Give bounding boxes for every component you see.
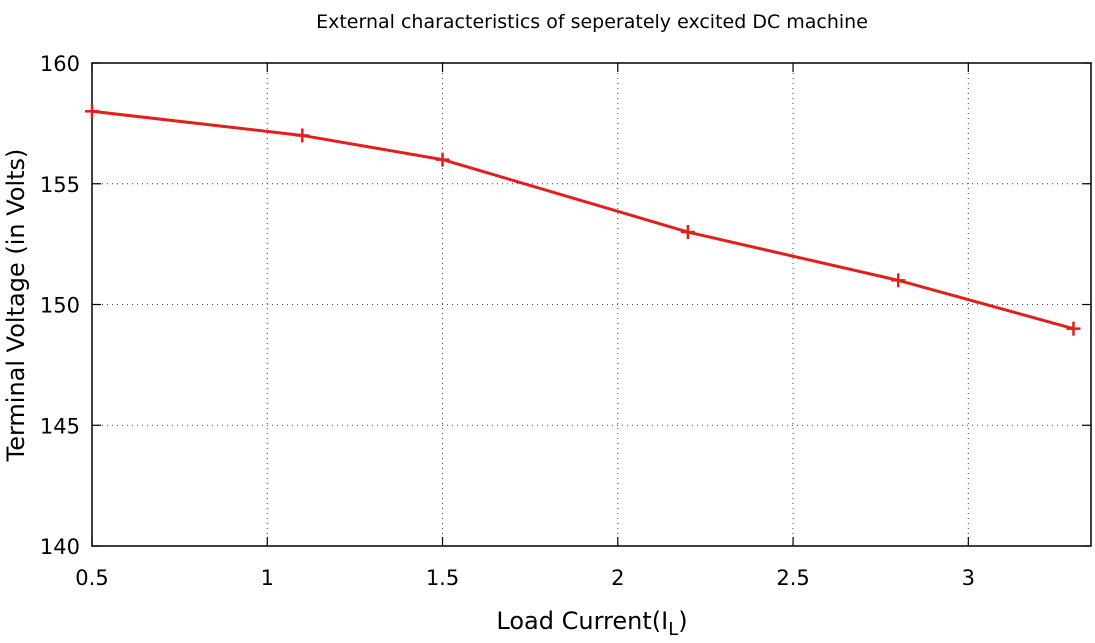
series-layer bbox=[85, 104, 1081, 336]
plot-frame bbox=[91, 62, 1092, 547]
x-tick-labels: 0.5 1 1.5 2 2.5 3 bbox=[75, 566, 975, 590]
y-tick-label: 145 bbox=[40, 414, 80, 438]
x-axis-label-main: Load Current(I bbox=[496, 607, 668, 635]
x-tick-label: 1 bbox=[261, 566, 274, 590]
x-axis-label: Load Current(IL) bbox=[496, 607, 687, 640]
tick-marks bbox=[91, 62, 1091, 547]
y-axis-label: Terminal Voltage (in Volts) bbox=[2, 149, 30, 463]
y-tick-label: 155 bbox=[40, 173, 80, 197]
y-tick-label: 140 bbox=[40, 535, 80, 559]
series-line bbox=[91, 109, 1074, 331]
chart-title: External characteristics of seperately e… bbox=[316, 11, 868, 33]
x-axis-label-subscript: L bbox=[668, 619, 678, 640]
data-point-marker bbox=[295, 128, 310, 143]
x-tick-label: 2 bbox=[611, 566, 624, 590]
data-point-marker bbox=[1066, 321, 1081, 336]
x-tick-label: 0.5 bbox=[75, 566, 108, 590]
data-point-marker bbox=[891, 273, 906, 288]
y-tick-label: 160 bbox=[40, 52, 80, 76]
x-tick-label: 2.5 bbox=[776, 566, 809, 590]
data-point-marker bbox=[680, 225, 695, 240]
data-point-marker bbox=[435, 152, 450, 167]
grid-lines bbox=[92, 63, 1091, 546]
x-tick-label: 3 bbox=[962, 566, 975, 590]
y-tick-labels: 140 145 150 155 160 bbox=[40, 52, 80, 559]
x-tick-label: 1.5 bbox=[426, 566, 459, 590]
x-axis-label-close: ) bbox=[678, 607, 687, 635]
y-tick-label: 150 bbox=[40, 294, 80, 318]
data-point-marker bbox=[85, 104, 99, 119]
